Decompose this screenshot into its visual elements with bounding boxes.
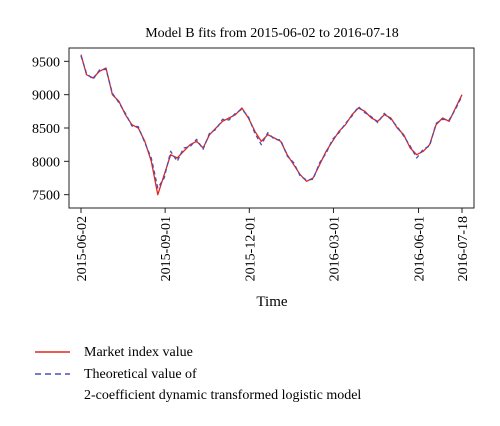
series-layer (80, 54, 463, 196)
x-axis-label: Time (256, 294, 287, 310)
series-line-theoretical (80, 55, 463, 189)
x-tick-label: 2016-03-01 (327, 216, 342, 281)
chart-title: Model B fits from 2015-06-02 to 2016-07-… (145, 26, 399, 41)
x-tick-label: 2016-07-18 (456, 216, 471, 281)
x-tick-label: 2015-09-01 (159, 216, 174, 281)
x-tick-label: 2015-06-02 (75, 216, 90, 281)
x-tick-label: 2016-06-01 (413, 216, 428, 281)
series-line-market (80, 54, 463, 196)
y-tick-label: 9500 (32, 55, 60, 70)
legend-entry-theoretical-line2: 2-coefficient dynamic transformed logist… (84, 388, 361, 403)
y-tick-label: 8000 (32, 155, 60, 170)
y-axis: 7500 8000 8500 9000 9500 (32, 55, 69, 204)
legend-entry-market: Market index value (84, 345, 193, 360)
x-tick-label: 2015-12-01 (243, 216, 258, 281)
legend: Market index value Theoretical value of … (35, 345, 361, 403)
legend-entry-theoretical-line1: Theoretical value of (84, 367, 197, 382)
x-axis: 2015-06-02 2015-09-01 2015-12-01 2016-03-01… (75, 208, 471, 281)
y-tick-label: 9000 (32, 89, 60, 104)
y-tick-label: 7500 (32, 189, 60, 204)
y-tick-label: 8500 (32, 122, 60, 137)
plot-area-frame (68, 47, 475, 209)
